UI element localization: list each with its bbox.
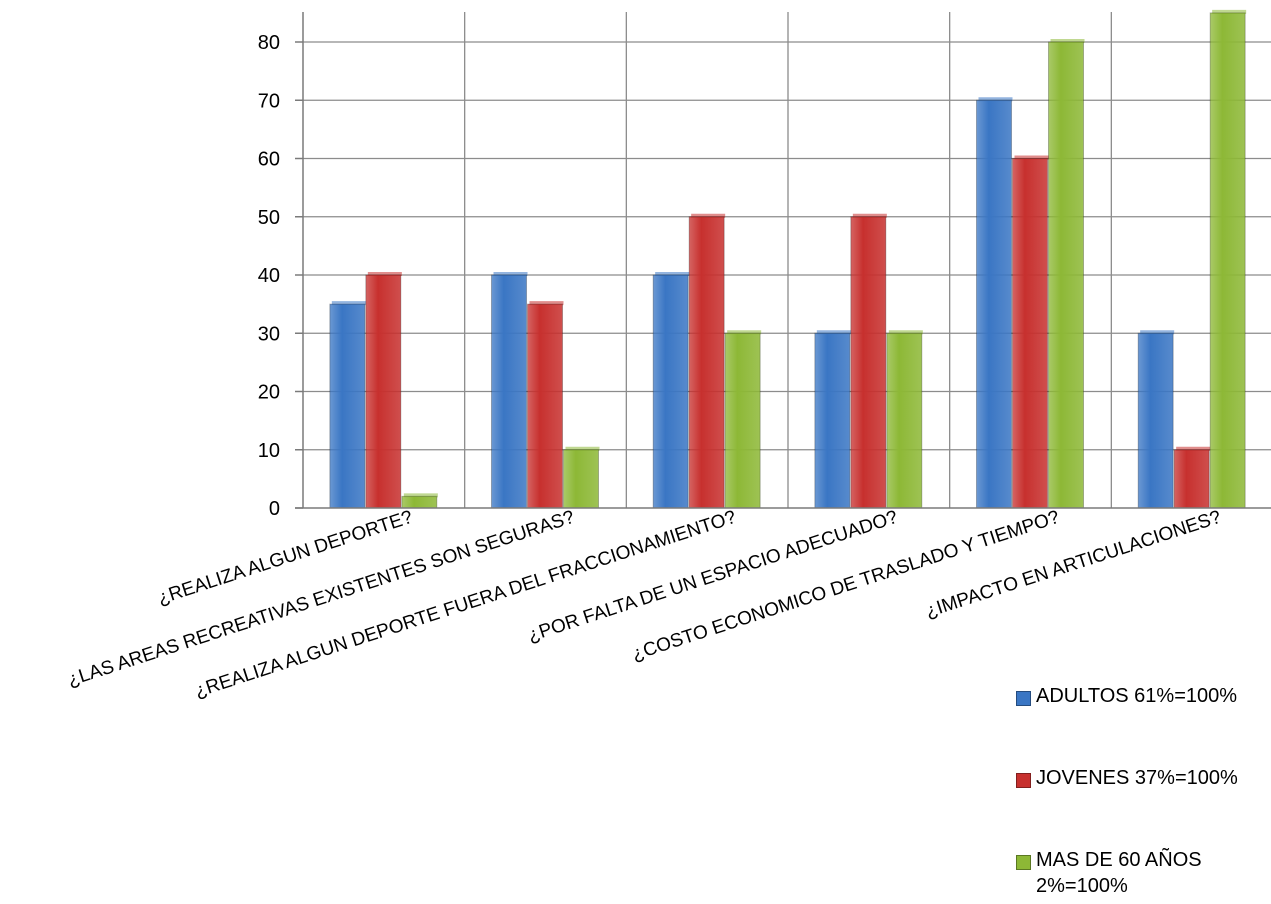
x-category-label: ¿REALIZA ALGUN DEPORTE? xyxy=(155,507,415,609)
bar-top xyxy=(816,330,851,335)
bar xyxy=(1137,332,1174,509)
legend-label-adultos: ADULTOS 61%=100% xyxy=(1036,685,1238,707)
x-category-label: ¿IMPACTO EN ARTICULACIONES? xyxy=(923,507,1224,623)
bar-top xyxy=(727,330,762,335)
legend-item-mas-de-60: MAS DE 60 AÑOS 2%=100% xyxy=(1014,847,1256,899)
bar-top xyxy=(529,301,564,306)
legend-swatch-jovenes xyxy=(1016,773,1031,788)
bar xyxy=(886,332,923,509)
bar-top xyxy=(331,301,366,306)
bar xyxy=(1048,41,1084,509)
bar-top xyxy=(691,213,726,218)
y-tick-label: 20 xyxy=(258,382,280,404)
bar xyxy=(491,274,527,509)
bar xyxy=(1012,158,1048,509)
bar-top xyxy=(1212,9,1247,14)
y-tick-label: 40 xyxy=(258,265,280,287)
bar-top xyxy=(655,272,690,276)
bar xyxy=(365,274,402,509)
legend-swatch-mas-de-60 xyxy=(1016,855,1031,870)
legend-swatch-adultos xyxy=(1016,691,1031,706)
bar-top xyxy=(403,493,438,498)
bar-top xyxy=(1140,330,1175,335)
bar xyxy=(976,99,1012,509)
y-tick-label: 50 xyxy=(258,207,280,229)
y-tick-label: 10 xyxy=(258,440,280,462)
bar-top xyxy=(1014,155,1049,160)
y-tick-label: 30 xyxy=(258,323,280,345)
bar xyxy=(652,274,689,509)
bar-top xyxy=(493,272,528,276)
grid-lines xyxy=(303,12,1271,508)
axes xyxy=(295,12,1271,509)
bar xyxy=(563,449,599,509)
y-tick-label: 70 xyxy=(258,90,280,112)
bar-top xyxy=(1050,39,1085,43)
bar xyxy=(724,332,761,509)
bar xyxy=(1173,449,1210,509)
bar xyxy=(527,303,563,509)
bars xyxy=(329,9,1247,509)
x-category-labels: ¿REALIZA ALGUN DEPORTE?¿LAS AREAS RECREA… xyxy=(65,507,1224,702)
bar xyxy=(814,332,851,509)
y-tick-label: 60 xyxy=(258,149,280,171)
bar xyxy=(1209,12,1246,509)
legend-label-mas-de-60: MAS DE 60 AÑOS 2%=100% xyxy=(1036,849,1202,897)
bar xyxy=(688,216,725,509)
bar xyxy=(850,216,887,509)
bar-top xyxy=(1176,446,1211,451)
bar-top xyxy=(852,213,887,218)
legend-label-jovenes: JOVENES 37%=100% xyxy=(1036,767,1238,789)
bar-top xyxy=(888,330,923,335)
bar-top xyxy=(367,272,402,276)
legend-item-adultos: ADULTOS 61%=100% xyxy=(1014,683,1237,709)
y-tick-labels: 0 10 20 30 40 50 60 70 80 xyxy=(258,32,280,520)
y-tick-label: 0 xyxy=(269,498,280,520)
bar-top xyxy=(565,446,600,451)
bar xyxy=(401,495,438,509)
legend-item-jovenes: JOVENES 37%=100% xyxy=(1014,765,1238,791)
y-tick-label: 80 xyxy=(258,32,280,54)
bar-top xyxy=(978,97,1013,102)
bar xyxy=(329,303,366,509)
